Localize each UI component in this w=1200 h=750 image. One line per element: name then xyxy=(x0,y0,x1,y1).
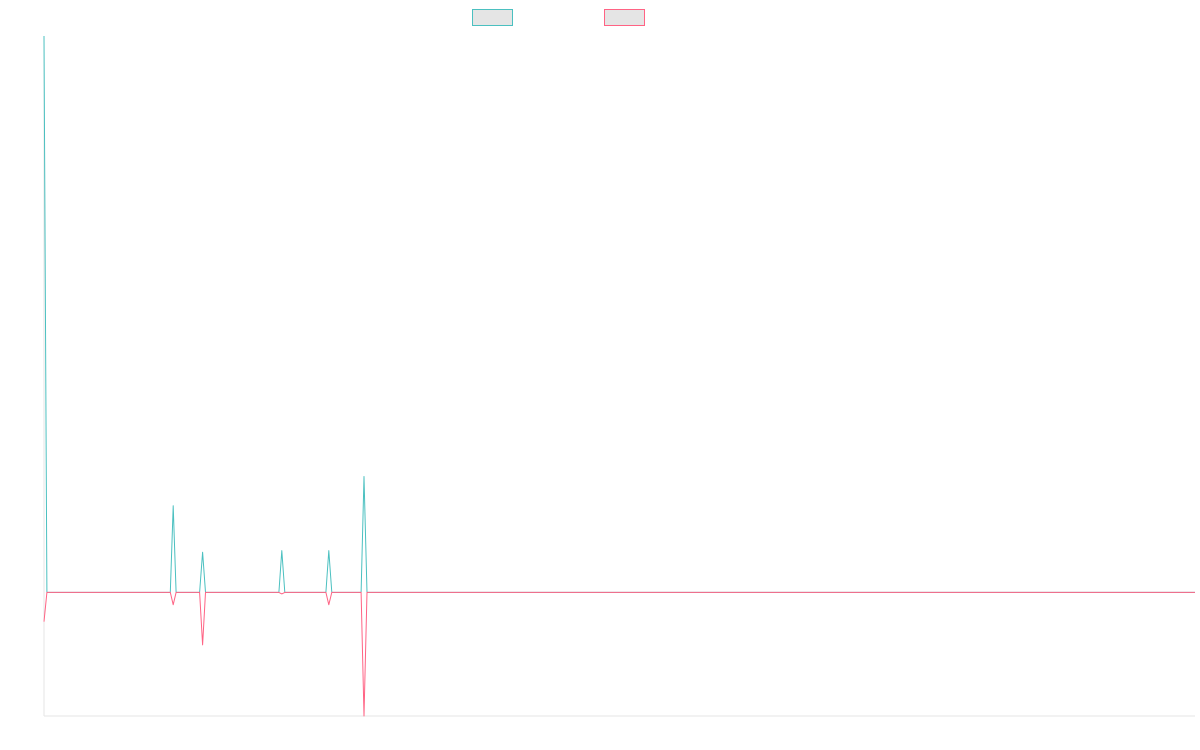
legend[interactable] xyxy=(472,9,645,26)
plot-area xyxy=(43,35,1195,717)
legend-swatch-2[interactable] xyxy=(604,9,645,26)
series-line-2 xyxy=(43,591,1195,717)
series-line-1 xyxy=(43,35,1195,593)
axes xyxy=(43,36,1195,717)
legend-swatch-1[interactable] xyxy=(472,9,513,26)
